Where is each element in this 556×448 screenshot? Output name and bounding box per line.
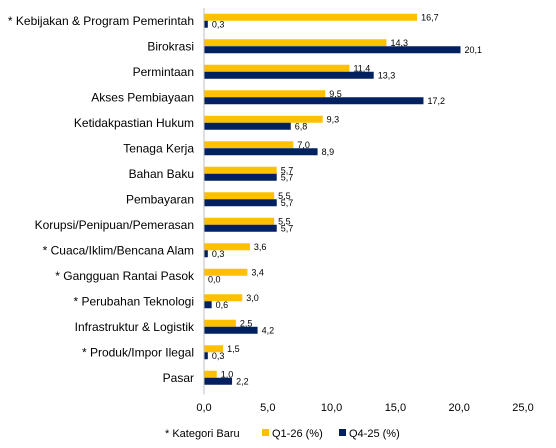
data-label-q1-26-birokrasi: 14,3 bbox=[390, 38, 408, 48]
bar-q1-26-permintaan bbox=[204, 64, 350, 72]
data-label-q4-25-gangguan-rantai-pasok: 0,0 bbox=[208, 274, 221, 284]
bars bbox=[204, 13, 461, 385]
x-tick-label: 10,0 bbox=[321, 402, 342, 414]
bar-q1-26-pembayaran bbox=[204, 192, 275, 200]
data-label-q1-26-produk-impor-ilegal: 1,5 bbox=[227, 344, 240, 354]
bar-q4-25-pembayaran bbox=[204, 199, 277, 207]
data-label-q4-25-akses-pembiayaan: 17,2 bbox=[427, 96, 445, 106]
category-label-infrastruktur-logistik: Infrastruktur & Logistik bbox=[75, 320, 195, 334]
data-label-q4-25-birokrasi: 20,1 bbox=[464, 45, 482, 55]
bar-q1-26-akses-pembiayaan bbox=[204, 90, 326, 98]
category-label-birokrasi: Birokrasi bbox=[147, 39, 194, 53]
bar-q1-26-produk-impor-ilegal bbox=[204, 345, 224, 353]
bar-q1-26-kebijakan-program-pemerintah bbox=[204, 13, 418, 21]
data-label-q4-25-infrastruktur-logistik: 4,2 bbox=[262, 325, 275, 335]
data-label-q1-26-pembayaran: 5,5 bbox=[278, 191, 291, 201]
bar-q1-26-ketidakpastian-hukum bbox=[204, 115, 323, 123]
x-tick-label: 5,0 bbox=[260, 402, 275, 414]
data-labels: 16,7 0,3 14,3 20,1 11,4 13,3 9,5 17,2 9,3 6,8 7,0 8… bbox=[208, 12, 482, 386]
bar-q1-26-pasar bbox=[204, 370, 217, 378]
bar-q1-26-perubahan-teknologi bbox=[204, 294, 243, 302]
data-label-q4-25-perubahan-teknologi: 0,6 bbox=[216, 300, 229, 310]
data-label-q4-25-tenaga-kerja: 8,9 bbox=[322, 147, 335, 157]
bar-q1-26-korupsi-penipuan-pemerasan bbox=[204, 217, 275, 225]
data-label-q4-25-pembayaran: 5,7 bbox=[281, 198, 294, 208]
data-label-q4-25-cuaca-iklim-bencana-alam: 0,3 bbox=[212, 249, 225, 259]
data-label-q4-25-produk-impor-ilegal: 0,3 bbox=[212, 351, 225, 361]
data-label-q1-26-bahan-baku: 5,7 bbox=[281, 165, 294, 175]
bar-q1-26-bahan-baku bbox=[204, 166, 277, 174]
data-label-q1-26-kebijakan-program-pemerintah: 16,7 bbox=[421, 12, 439, 22]
category-label-cuaca-iklim-bencana-alam: * Cuaca/Iklim/Bencana Alam bbox=[43, 243, 194, 257]
bar-q4-25-produk-impor-ilegal bbox=[204, 352, 208, 360]
legend-label-q1-26: Q1-26 (%) bbox=[272, 428, 323, 440]
data-label-q1-26-ketidakpastian-hukum: 9,3 bbox=[327, 114, 340, 124]
bar-q1-26-tenaga-kerja bbox=[204, 141, 294, 149]
legend: * Kategori Baru Q1-26 (%) Q4-25 (%) bbox=[165, 428, 400, 440]
bar-q4-25-kebijakan-program-pemerintah bbox=[204, 20, 208, 28]
bar-q4-25-perubahan-teknologi bbox=[204, 301, 212, 309]
category-label-kebijakan-program-pemerintah: * Kebijakan & Program Pemerintah bbox=[8, 14, 194, 28]
bar-q4-25-akses-pembiayaan bbox=[204, 97, 424, 105]
legend-swatch-q1-26 bbox=[262, 429, 269, 436]
legend-swatch-q4-25 bbox=[339, 429, 346, 436]
data-label-q4-25-permintaan: 13,3 bbox=[378, 70, 396, 80]
data-label-q1-26-cuaca-iklim-bencana-alam: 3,6 bbox=[254, 242, 267, 252]
category-labels: * Kebijakan & Program Pemerintah Birokras… bbox=[8, 14, 195, 385]
category-label-perubahan-teknologi: * Perubahan Teknologi bbox=[73, 294, 194, 308]
data-label-q4-25-kebijakan-program-pemerintah: 0,3 bbox=[212, 19, 225, 29]
data-label-q1-26-gangguan-rantai-pasok: 3,4 bbox=[251, 267, 264, 277]
data-label-q4-25-ketidakpastian-hukum: 6,8 bbox=[295, 121, 308, 131]
category-label-permintaan: Permintaan bbox=[133, 65, 194, 79]
category-label-akses-pembiayaan: Akses Pembiayaan bbox=[91, 90, 194, 104]
x-tick-label: 0,0 bbox=[196, 402, 211, 414]
category-label-bahan-baku: Bahan Baku bbox=[129, 167, 194, 181]
category-label-korupsi-penipuan-pemerasan: Korupsi/Penipuan/Pemerasan bbox=[35, 218, 194, 232]
data-label-q1-26-infrastruktur-logistik: 2,5 bbox=[240, 318, 253, 328]
x-tick-label: 25,0 bbox=[512, 402, 533, 414]
bar-q1-26-birokrasi bbox=[204, 39, 387, 47]
bar-q1-26-infrastruktur-logistik bbox=[204, 319, 236, 327]
legend-label-q4-25: Q4-25 (%) bbox=[349, 428, 400, 440]
bar-q4-25-infrastruktur-logistik bbox=[204, 326, 258, 334]
data-label-q1-26-tenaga-kerja: 7,0 bbox=[297, 140, 310, 150]
data-label-q1-26-korupsi-penipuan-pemerasan: 5,5 bbox=[278, 216, 291, 226]
x-axis-ticks: 0,0 5,0 10,0 15,0 20,0 25,0 bbox=[196, 402, 533, 414]
data-label-q1-26-pasar: 1,0 bbox=[221, 369, 234, 379]
category-label-gangguan-rantai-pasok: * Gangguan Rantai Pasok bbox=[55, 269, 195, 283]
bar-q4-25-tenaga-kerja bbox=[204, 148, 318, 156]
data-label-q4-25-pasar: 2,2 bbox=[236, 376, 249, 386]
bar-q4-25-korupsi-penipuan-pemerasan bbox=[204, 224, 277, 232]
bar-q4-25-birokrasi bbox=[204, 46, 461, 54]
data-label-q4-25-bahan-baku: 5,7 bbox=[281, 172, 294, 182]
bar-q1-26-gangguan-rantai-pasok bbox=[204, 268, 248, 276]
category-label-tenaga-kerja: Tenaga Kerja bbox=[123, 141, 194, 155]
data-label-q1-26-permintaan: 11,4 bbox=[353, 63, 370, 73]
x-tick-label: 20,0 bbox=[448, 402, 469, 414]
category-label-ketidakpastian-hukum: Ketidakpastian Hukum bbox=[74, 116, 194, 130]
bar-q4-25-pasar bbox=[204, 377, 233, 385]
bar-q4-25-cuaca-iklim-bencana-alam bbox=[204, 250, 208, 258]
legend-note: * Kategori Baru bbox=[165, 428, 240, 440]
x-tick-label: 15,0 bbox=[385, 402, 406, 414]
data-label-q1-26-perubahan-teknologi: 3,0 bbox=[246, 293, 259, 303]
category-label-pasar: Pasar bbox=[163, 371, 194, 385]
category-label-produk-impor-ilegal: * Produk/Impor Ilegal bbox=[82, 345, 194, 359]
bar-q4-25-bahan-baku bbox=[204, 173, 277, 181]
bar-q4-25-permintaan bbox=[204, 71, 374, 79]
data-label-q4-25-korupsi-penipuan-pemerasan: 5,7 bbox=[281, 223, 294, 233]
data-label-q1-26-akses-pembiayaan: 9,5 bbox=[329, 89, 342, 99]
bar-q4-25-ketidakpastian-hukum bbox=[204, 122, 291, 130]
bar-q1-26-cuaca-iklim-bencana-alam bbox=[204, 243, 250, 251]
category-label-pembayaran: Pembayaran bbox=[126, 192, 194, 206]
